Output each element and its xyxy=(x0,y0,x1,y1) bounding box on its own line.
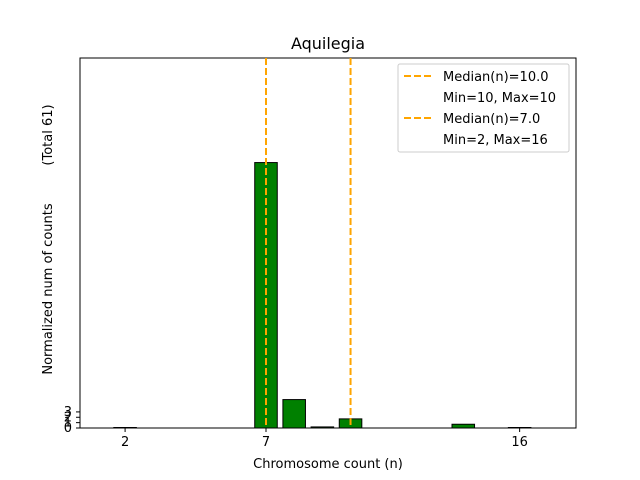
legend-label-2: Min=10, Max=10 xyxy=(443,91,556,106)
x-tick-label-16: 16 xyxy=(511,435,528,450)
x-tick-label-7: 7 xyxy=(262,435,270,450)
chart-title: Aquilegia xyxy=(291,34,365,53)
y-axis-label: Normalized num of counts xyxy=(41,203,56,374)
median-lines-layer xyxy=(265,58,352,428)
bar-16 xyxy=(507,427,532,429)
x-axis-label: Chromosome count (n) xyxy=(253,457,403,472)
y-tick-label-3: 3 xyxy=(64,405,72,420)
legend-box xyxy=(397,63,570,153)
legend: Median(n)=10.0 Min=10, Max=10 Median(n)=… xyxy=(397,63,570,153)
y-tick-label-0: 0 xyxy=(64,421,72,436)
bar-8 xyxy=(282,399,306,429)
legend-label-4: Min=2, Max=16 xyxy=(443,133,548,148)
legend-label-1: Median(n)=10.0 xyxy=(443,70,549,85)
legend-label-3: Median(n)=7.0 xyxy=(443,112,540,127)
x-tick-label-2: 2 xyxy=(121,435,129,450)
bar-9 xyxy=(310,426,335,429)
y-axis-total-note: (Total 61) xyxy=(41,104,56,165)
y-tick-label-2: 2 xyxy=(64,410,72,425)
x-ticks: 2 7 16 xyxy=(121,428,528,450)
bar-14 xyxy=(451,423,476,429)
y-tick-label-1: 1 xyxy=(64,416,72,431)
bars-layer xyxy=(113,162,532,429)
bar-2 xyxy=(113,427,137,429)
